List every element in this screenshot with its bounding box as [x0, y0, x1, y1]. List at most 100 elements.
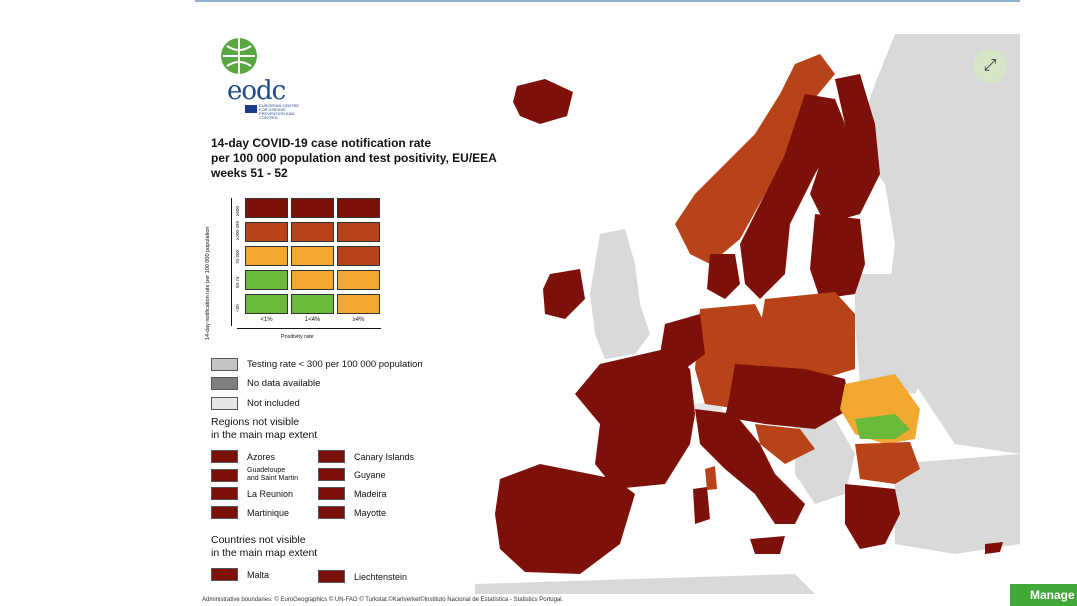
- region-guadeloupe: Guadeloupe and Saint Martin: [211, 467, 298, 483]
- matrix-y-axis-label: 14-day notification rate per 100 000 pop…: [205, 226, 211, 340]
- cyprus: [985, 542, 1003, 554]
- matrix-x-axis: [237, 328, 381, 329]
- region-label: Madeira: [354, 488, 387, 499]
- legend-no-data: No data available: [211, 376, 320, 390]
- region-swatch: [211, 487, 238, 500]
- legend-not-included-label: Not included: [247, 397, 300, 409]
- expand-button[interactable]: ⤢: [973, 49, 1007, 83]
- logo-subtitle: EUROPEAN CENTRE FOR DISEASE PREVENTION A…: [259, 103, 300, 120]
- land-russia-east: [855, 34, 1020, 454]
- covid-map: eodc EUROPEAN CENTRE FOR DISEASE PREVENT…: [195, 24, 1020, 594]
- region-label-line-1: Guadeloupe: [247, 467, 286, 474]
- sardinia: [693, 487, 710, 524]
- land-ukraine-belarus: [855, 274, 935, 394]
- matrix-cell: [245, 222, 288, 242]
- land-uk: [590, 229, 650, 359]
- map-title: 14-day COVID-19 case notification rate p…: [211, 136, 531, 181]
- eu-flag-icon: [245, 105, 257, 113]
- region-label: Martinique: [247, 507, 290, 518]
- regions-heading: Regions not visible in the main map exte…: [211, 416, 317, 442]
- matrix-cell: [337, 246, 380, 266]
- ireland: [543, 269, 585, 319]
- region-label-line-2: and Saint Martin: [247, 475, 298, 482]
- iberia: [495, 464, 635, 574]
- sicily: [750, 536, 785, 554]
- land-balkans-west: [795, 414, 855, 504]
- title-line-2: per 100 000 population and test positivi…: [211, 151, 497, 165]
- greece: [845, 484, 900, 549]
- region-guyane: Guyane: [318, 468, 386, 481]
- countries-heading-line-2: in the main map extent: [211, 547, 318, 559]
- matrix-cell: [291, 246, 334, 266]
- matrix-cell: [337, 270, 380, 290]
- x-tick-1: <1%: [260, 317, 273, 323]
- region-mayotte: Mayotte: [318, 506, 386, 519]
- croatia-slovenia: [755, 424, 815, 464]
- legend-swatch-dark-grey: [211, 376, 238, 390]
- regions-heading-line-2: in the main map extent: [211, 429, 318, 441]
- legend-no-data-label: No data available: [247, 377, 321, 389]
- y-tick-label: ≥200-499: [235, 221, 240, 240]
- matrix-x-axis-label: Positivity rate: [281, 334, 314, 340]
- x-tick-2: 1<4%: [304, 317, 321, 323]
- region-label: Azores: [247, 451, 276, 462]
- region-canary-islands: Canary Islands: [318, 450, 414, 463]
- matrix-cell: [245, 270, 288, 290]
- norway: [675, 54, 835, 264]
- matrix-cell: [337, 222, 380, 242]
- logo-wordmark: eodc: [227, 76, 286, 106]
- ecdc-logo: eodc EUROPEAN CENTRE FOR DISEASE PREVENT…: [211, 36, 301, 120]
- title-line-1: 14-day COVID-19 case notification rate: [211, 136, 432, 150]
- region-label: Canary Islands: [354, 451, 415, 462]
- romania-green-area: [855, 414, 910, 439]
- map-credits: Administrative boundaries: © EuroGeograp…: [202, 597, 564, 603]
- matrix-cell: [291, 198, 334, 218]
- legend-not-included: Not included: [211, 396, 300, 410]
- region-swatch: [211, 468, 238, 482]
- region-swatch: [318, 468, 345, 481]
- title-line-3: weeks 51 - 52: [211, 166, 288, 180]
- countries-heading: Countries not visible in the main map ex…: [211, 534, 317, 560]
- region-swatch: [318, 450, 345, 463]
- land-turkey: [895, 454, 1020, 554]
- sweden: [740, 94, 845, 299]
- region-azores: Azores: [211, 450, 275, 463]
- matrix-cell: [245, 294, 288, 314]
- matrix-cell: [291, 270, 334, 290]
- denmark: [707, 254, 740, 299]
- globe-icon: [221, 38, 257, 74]
- country-swatch: [211, 568, 238, 581]
- legend-testing-rate: Testing rate < 300 per 100 000 populatio…: [211, 357, 423, 371]
- region-swatch: [318, 487, 345, 500]
- expand-arrows-icon: ⤢: [983, 57, 997, 74]
- country-swatch: [318, 570, 345, 583]
- region-swatch: [211, 506, 238, 519]
- country-label: Liechtenstein: [354, 571, 408, 582]
- colour-matrix: 14-day notification rate per 100 000 pop…: [205, 194, 381, 344]
- countries-heading-line-1: Countries not visible: [211, 534, 306, 546]
- legend-testing-rate-label: Testing rate < 300 per 100 000 populatio…: [247, 358, 423, 370]
- matrix-cell: [291, 294, 334, 314]
- manage-button[interactable]: Manage: [1010, 584, 1077, 606]
- france: [575, 349, 695, 489]
- region-label: Mayotte: [354, 507, 387, 518]
- matrix-cell: [337, 198, 380, 218]
- corsica: [705, 466, 717, 490]
- matrix-y-axis: [231, 198, 232, 326]
- y-tick-label: ≥500: [235, 206, 240, 216]
- matrix-cell: [337, 294, 380, 314]
- matrix-cell: [245, 246, 288, 266]
- y-tick-label: 75-200: [235, 249, 240, 264]
- top-divider: [195, 0, 1020, 2]
- country-malta: Malta: [211, 568, 269, 581]
- region-swatch: [211, 450, 238, 463]
- baltics: [810, 214, 865, 299]
- land-north-africa: [475, 574, 815, 594]
- region-madeira: Madeira: [318, 487, 387, 500]
- country-liechtenstein: Liechtenstein: [318, 570, 407, 583]
- regions-heading-line-1: Regions not visible: [211, 416, 300, 428]
- country-label: Malta: [247, 569, 270, 580]
- y-tick-label: 50-74: [235, 276, 240, 288]
- region-label-two-line: Guadeloupe and Saint Martin: [247, 467, 298, 483]
- iceland: [513, 79, 573, 124]
